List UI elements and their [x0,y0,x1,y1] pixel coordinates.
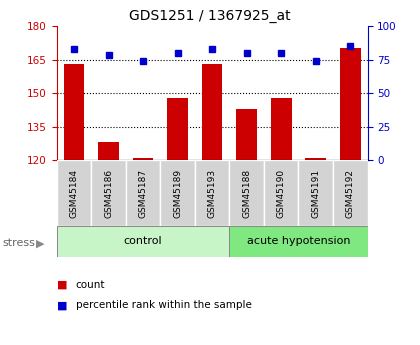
Text: acute hypotension: acute hypotension [247,237,350,246]
Bar [229,226,368,257]
Bar [340,48,361,160]
Bar [126,160,160,226]
Text: stress: stress [2,238,35,248]
Text: GSM45184: GSM45184 [69,169,79,218]
Bar [333,160,368,226]
Bar [264,160,299,226]
Text: GSM45193: GSM45193 [207,169,217,218]
Text: ■: ■ [57,300,67,310]
Bar [202,64,223,160]
Text: GSM45189: GSM45189 [173,169,182,218]
Bar [299,160,333,226]
Bar [91,160,126,226]
Bar [305,158,326,160]
Bar [236,109,257,160]
Bar [57,160,91,226]
Text: GDS1251 / 1367925_at: GDS1251 / 1367925_at [129,9,291,23]
Text: count: count [76,280,105,289]
Text: GSM45187: GSM45187 [139,169,147,218]
Text: GSM45186: GSM45186 [104,169,113,218]
Text: percentile rank within the sample: percentile rank within the sample [76,300,252,310]
Text: ■: ■ [57,280,67,289]
Text: control: control [124,237,163,246]
Bar [98,142,119,160]
Bar [229,160,264,226]
Text: ▶: ▶ [36,238,44,248]
Text: GSM45192: GSM45192 [346,169,355,218]
Bar [57,226,229,257]
Bar [195,160,229,226]
Bar [133,158,153,160]
Bar [63,64,84,160]
Text: GSM45191: GSM45191 [311,169,320,218]
Bar [271,98,291,160]
Text: GSM45188: GSM45188 [242,169,251,218]
Bar [167,98,188,160]
Text: GSM45190: GSM45190 [277,169,286,218]
Bar [160,160,195,226]
